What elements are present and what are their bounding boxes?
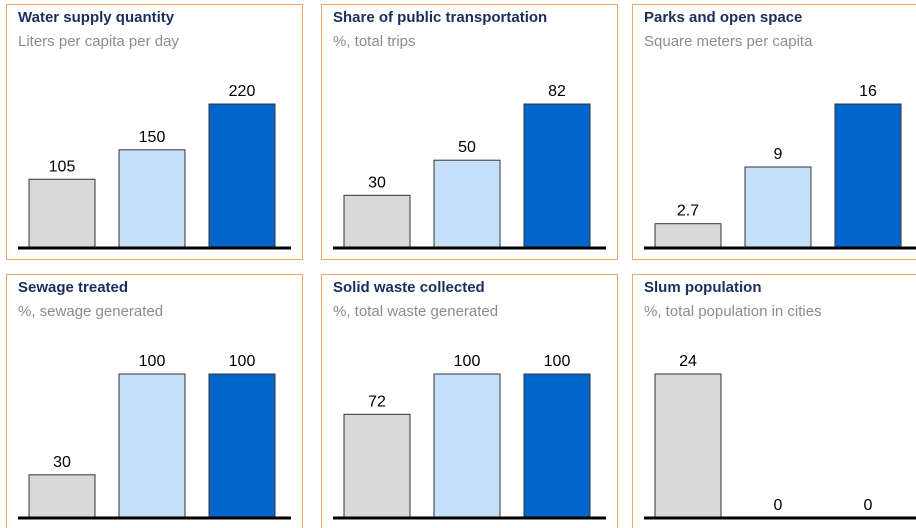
bar: [433, 159, 500, 249]
value-label: 9: [773, 146, 782, 163]
value-label: 30: [53, 453, 71, 470]
value-label: 30: [368, 174, 386, 191]
value-label: 100: [453, 353, 480, 370]
chart-panel: Slum population %, total population in ci…: [632, 274, 916, 528]
chart-title: Parks and open space: [644, 9, 802, 26]
bar: [343, 413, 410, 519]
bar: [208, 373, 275, 518]
chart-panel: Solid waste collected %, total waste gene…: [321, 274, 618, 528]
chart-title: Share of public transportation: [333, 9, 547, 26]
chart: Share of public transportation %, total t…: [332, 9, 606, 249]
value-label: 82: [548, 83, 566, 100]
bar: [28, 473, 95, 519]
bar: [834, 103, 901, 248]
chart-panel: Water supply quantity Liters per capita p…: [6, 4, 303, 260]
bar: [208, 103, 275, 248]
chart-panel: Parks and open space Square meters per ca…: [632, 4, 916, 260]
chart-subtitle: %, total trips: [333, 33, 416, 50]
bar: [118, 373, 185, 518]
bar: [433, 373, 500, 518]
chart-subtitle: Liters per capita per day: [18, 33, 179, 50]
chart-subtitle: Square meters per capita: [644, 33, 813, 50]
chart: Parks and open space Square meters per ca…: [643, 9, 916, 249]
chart: Solid waste collected %, total waste gene…: [332, 279, 606, 519]
chart-panel: Sewage treated %, sewage generated 30 100 10…: [6, 274, 303, 528]
chart-panel: Share of public transportation %, total t…: [321, 4, 618, 260]
value-label: 50: [458, 139, 476, 156]
value-label: 100: [543, 353, 570, 370]
value-label: 100: [228, 353, 255, 370]
chart-title: Solid waste collected: [333, 279, 485, 296]
chart-subtitle: %, total population in cities: [644, 303, 822, 320]
bar: [343, 194, 410, 249]
chart-subtitle: %, total waste generated: [333, 303, 498, 320]
chart: Water supply quantity Liters per capita p…: [17, 9, 291, 249]
bar: [28, 178, 95, 248]
bar: [523, 103, 590, 248]
value-label: 100: [138, 353, 165, 370]
bar: [118, 148, 185, 248]
value-label: 2.7: [676, 202, 698, 219]
value-label: 0: [773, 497, 782, 514]
value-label: 16: [859, 83, 877, 100]
chart-title: Sewage treated: [18, 279, 128, 296]
value-label: 72: [368, 393, 386, 410]
bar: [523, 373, 590, 518]
bar: [744, 166, 811, 248]
value-label: 24: [679, 353, 697, 370]
chart-subtitle: %, sewage generated: [18, 303, 163, 320]
chart-title: Water supply quantity: [18, 9, 175, 26]
chart: Sewage treated %, sewage generated 30 100 10…: [17, 279, 291, 519]
value-label: 220: [228, 83, 255, 100]
bar: [654, 222, 721, 248]
bar: [654, 373, 721, 518]
value-label: 105: [48, 158, 75, 175]
value-label: 150: [138, 128, 165, 145]
chart-title: Slum population: [644, 279, 762, 296]
value-label: 0: [863, 497, 872, 514]
chart: Slum population %, total population in ci…: [643, 279, 916, 519]
